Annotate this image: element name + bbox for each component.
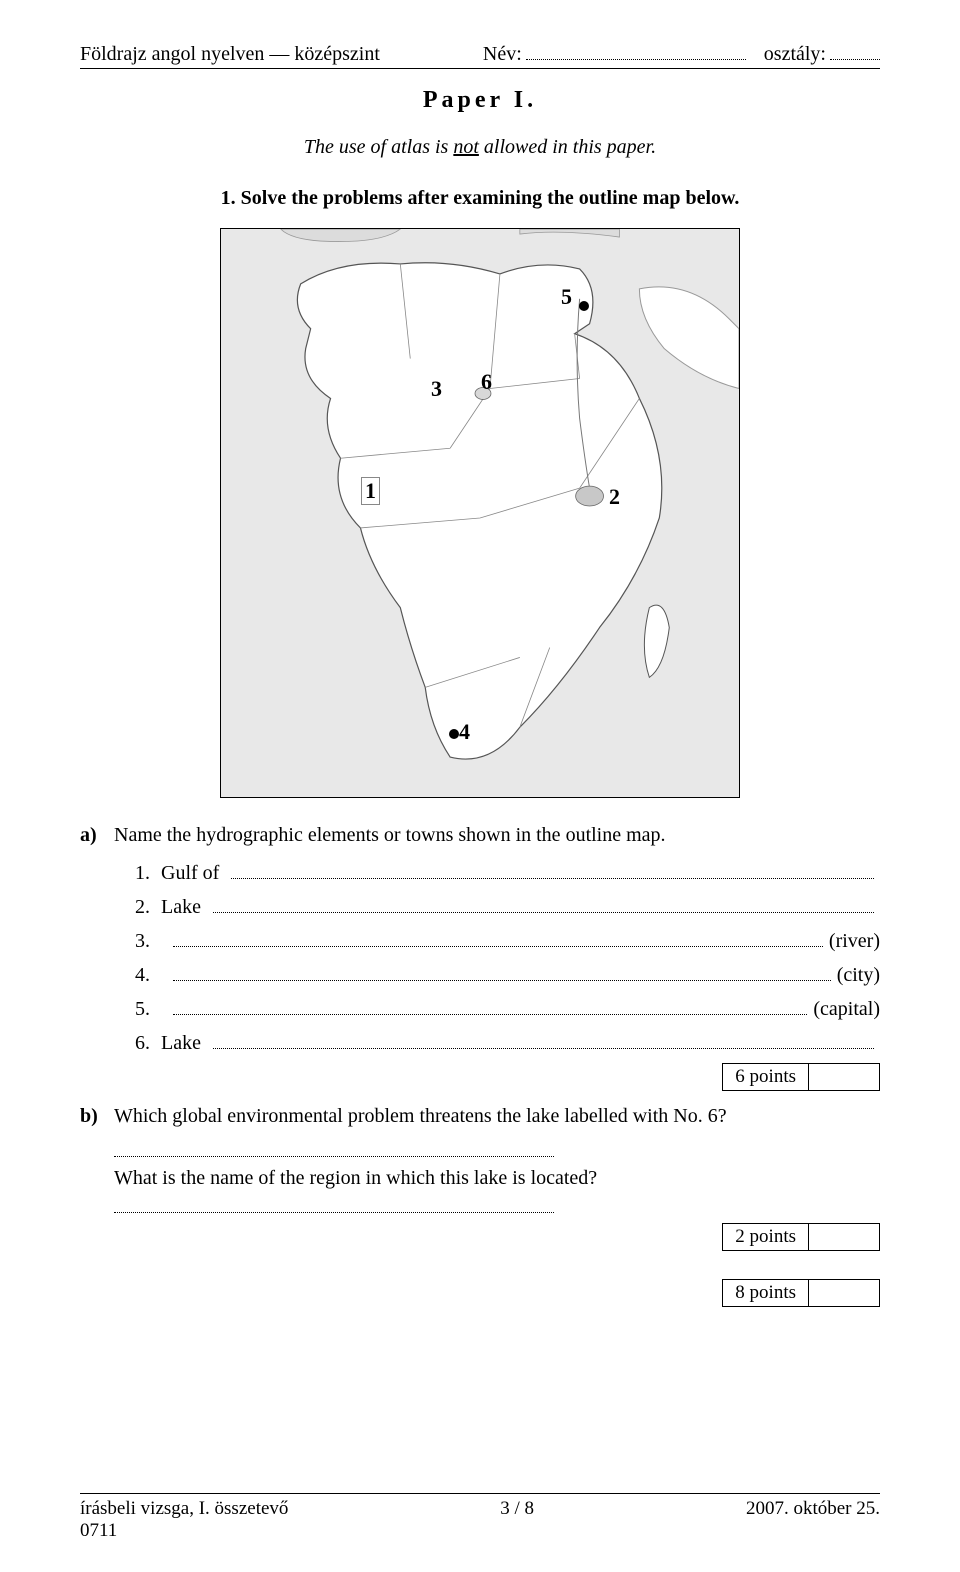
map-label-1: 1 xyxy=(361,477,380,505)
points-label: 2 points xyxy=(723,1224,809,1250)
item-prefix: Lake xyxy=(161,1032,201,1055)
points-score-field[interactable] xyxy=(809,1224,879,1250)
question-1-title: 1. Solve the problems after examining th… xyxy=(80,187,880,210)
q1a-items: 1. Gulf of 2. Lake 3. (river) 4. (city) … xyxy=(135,857,880,1055)
item-row: 2. Lake xyxy=(135,891,880,919)
points-box: 8 points xyxy=(722,1279,880,1307)
item-row: 4. (city) xyxy=(135,959,880,987)
item-row: 3. (river) xyxy=(135,925,880,953)
points-box: 6 points xyxy=(722,1063,880,1091)
name-field[interactable] xyxy=(526,40,746,60)
q1b-points-row: 2 points xyxy=(80,1223,880,1251)
item-row: 1. Gulf of xyxy=(135,857,880,885)
footer-page-number: 3 / 8 xyxy=(288,1498,746,1542)
item-suffix: (river) xyxy=(829,930,880,953)
map-label-5: 5 xyxy=(561,284,572,310)
map-label-3: 3 xyxy=(431,376,442,402)
answer-field[interactable] xyxy=(114,1138,554,1157)
class-label: osztály: xyxy=(764,43,826,66)
q1b-letter: b) xyxy=(80,1105,104,1128)
q1a-points-row: 6 points xyxy=(80,1063,880,1091)
q1b-text: Which global environmental problem threa… xyxy=(114,1105,727,1128)
item-row: 5. (capital) xyxy=(135,993,880,1021)
points-label: 8 points xyxy=(723,1280,809,1306)
map-dot-5 xyxy=(579,301,589,311)
item-prefix: Gulf of xyxy=(161,862,219,885)
points-box: 2 points xyxy=(722,1223,880,1251)
instruction-pre: The use of atlas is xyxy=(304,136,453,158)
outline-map: 1 2 3 4 5 6 xyxy=(220,228,740,798)
footer-exam: írásbeli vizsga, I. összetevő xyxy=(80,1498,288,1519)
item-num: 2. xyxy=(135,896,161,919)
instruction-not: not xyxy=(453,136,479,158)
item-suffix: (capital) xyxy=(813,998,880,1021)
map-dot-4 xyxy=(449,729,459,739)
question-1a: a) Name the hydrographic elements or tow… xyxy=(80,824,880,847)
class-field[interactable] xyxy=(830,40,880,60)
item-num: 1. xyxy=(135,862,161,885)
map-label-4: 4 xyxy=(459,719,470,745)
item-num: 5. xyxy=(135,998,161,1021)
answer-field[interactable] xyxy=(173,959,831,981)
q1b-follow: What is the name of the region in which … xyxy=(114,1167,880,1190)
header-fields: Név: osztály: xyxy=(380,40,880,66)
points-score-field[interactable] xyxy=(809,1064,879,1090)
footer-code: 0711 xyxy=(80,1520,117,1541)
item-row: 6. Lake xyxy=(135,1027,880,1055)
item-num: 3. xyxy=(135,930,161,953)
item-suffix: (city) xyxy=(837,964,880,987)
item-num: 6. xyxy=(135,1032,161,1055)
footer-date: 2007. október 25. xyxy=(746,1498,880,1542)
africa-map-svg xyxy=(221,229,739,797)
item-num: 4. xyxy=(135,964,161,987)
q1a-letter: a) xyxy=(80,824,104,847)
points-label: 6 points xyxy=(723,1064,809,1090)
question-1b: b) Which global environmental problem th… xyxy=(80,1105,880,1128)
footer-left: írásbeli vizsga, I. összetevő 0711 xyxy=(80,1498,288,1542)
paper-title: Paper I. xyxy=(80,87,880,114)
map-label-6: 6 xyxy=(481,369,492,395)
answer-field[interactable] xyxy=(213,1027,874,1049)
answer-field[interactable] xyxy=(213,891,874,913)
answer-field[interactable] xyxy=(231,857,874,879)
header-subject: Földrajz angol nyelven — középszint xyxy=(80,43,380,66)
item-prefix: Lake xyxy=(161,896,201,919)
points-score-field[interactable] xyxy=(809,1280,879,1306)
map-label-2: 2 xyxy=(609,484,620,510)
answer-field[interactable] xyxy=(173,925,823,947)
page-footer: írásbeli vizsga, I. összetevő 0711 3 / 8… xyxy=(80,1493,880,1542)
atlas-instruction: The use of atlas is not allowed in this … xyxy=(80,136,880,159)
page-header: Földrajz angol nyelven — középszint Név:… xyxy=(80,40,880,69)
answer-field[interactable] xyxy=(114,1194,554,1213)
name-label: Név: xyxy=(483,43,522,66)
instruction-post: allowed in this paper. xyxy=(479,136,656,158)
q1a-text: Name the hydrographic elements or towns … xyxy=(114,824,666,847)
q1-total-points-row: 8 points xyxy=(80,1279,880,1307)
answer-field[interactable] xyxy=(173,993,807,1015)
